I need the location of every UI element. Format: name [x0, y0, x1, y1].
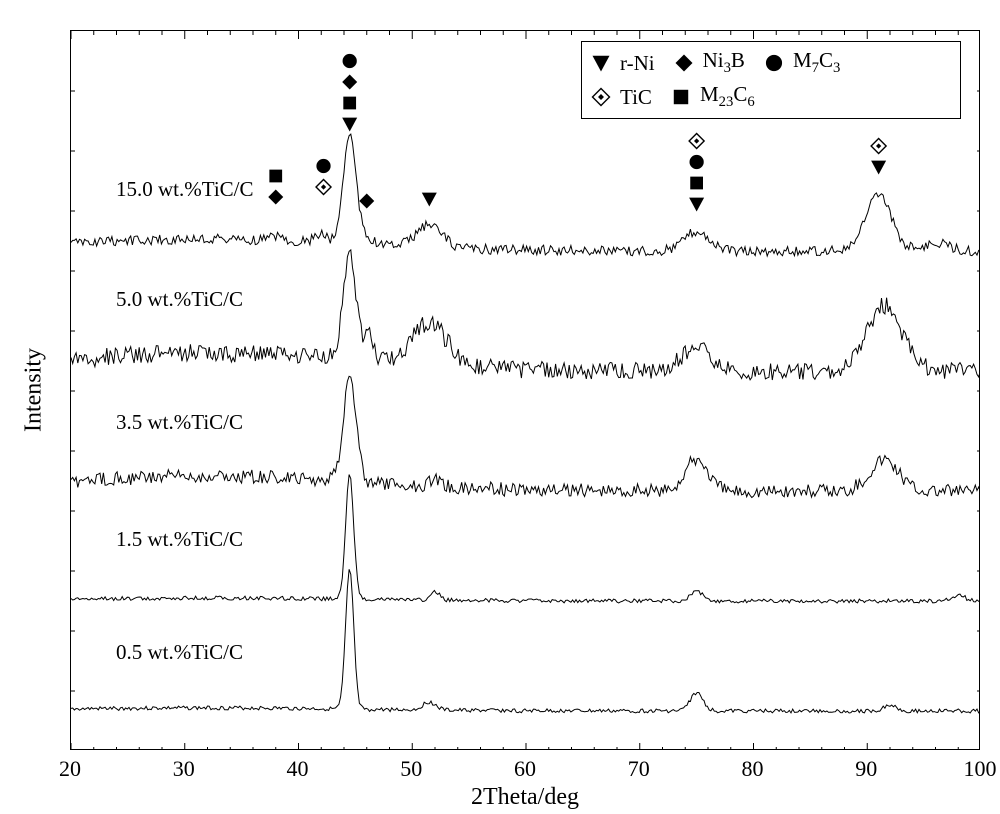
phase-marker — [690, 177, 703, 190]
trace-label: 0.5 wt.%TiC/C — [116, 640, 243, 664]
trace-label: 1.5 wt.%TiC/C — [116, 527, 243, 551]
legend-marker-diamond-outline — [590, 86, 612, 108]
phase-marker — [871, 139, 886, 154]
phase-marker — [316, 159, 330, 173]
xrd-trace — [71, 250, 980, 380]
x-tick-label: 100 — [964, 756, 997, 782]
phase-marker — [343, 97, 356, 110]
plot-area: 15.0 wt.%TiC/C 5.0 wt.%TiC/C 3.5 wt.%TiC/C… — [70, 30, 980, 750]
legend-marker-square-filled — [670, 86, 692, 108]
phase-marker — [269, 170, 282, 183]
x-tick-label: 20 — [59, 756, 81, 782]
legend-row: r-Ni Ni3B M7C3 — [590, 46, 952, 80]
xrd-trace — [71, 376, 980, 497]
x-axis-label: 2Theta/deg — [471, 784, 579, 811]
legend-item: Ni3B — [673, 48, 745, 77]
legend-label: Ni3B — [703, 48, 745, 77]
legend-label: M23C6 — [700, 82, 755, 111]
phase-marker — [343, 54, 357, 68]
phase-marker — [342, 118, 357, 132]
legend-item: TiC — [590, 85, 652, 110]
x-tick-label: 60 — [514, 756, 536, 782]
trace-label: 5.0 wt.%TiC/C — [116, 287, 243, 311]
legend-item: M23C6 — [670, 82, 755, 111]
trace-label: 3.5 wt.%TiC/C — [116, 410, 243, 434]
phase-marker — [689, 134, 704, 149]
trace-label: 15.0 wt.%TiC/C — [116, 177, 254, 201]
x-tick-label: 40 — [287, 756, 309, 782]
legend-label: r-Ni — [620, 51, 655, 76]
phase-marker — [268, 190, 283, 205]
phase-marker — [689, 198, 704, 212]
phase-marker — [316, 180, 331, 195]
y-axis-label: Intensity — [21, 348, 48, 432]
legend-item: r-Ni — [590, 51, 655, 76]
legend-marker-tri-down-filled — [590, 52, 612, 74]
plot-svg: 15.0 wt.%TiC/C 5.0 wt.%TiC/C 3.5 wt.%TiC/C… — [71, 31, 980, 750]
xrd-chart: Intensity 15.0 wt.%TiC/C 5.0 wt.%TiC/C 3.5… — [0, 0, 1000, 814]
x-tick-label: 30 — [173, 756, 195, 782]
legend-marker-diamond-filled — [673, 52, 695, 74]
phase-marker — [871, 161, 886, 175]
x-tick-label: 80 — [742, 756, 764, 782]
phase-legend: r-Ni Ni3B M7C3 TiC M23C6 — [581, 41, 961, 119]
x-tick-label: 50 — [400, 756, 422, 782]
phase-marker — [422, 193, 437, 207]
phase-marker — [359, 194, 374, 209]
legend-label: M7C3 — [793, 48, 840, 77]
legend-marker-circle-filled — [763, 52, 785, 74]
phase-marker — [342, 75, 357, 90]
phase-marker — [690, 155, 704, 169]
x-tick-label: 90 — [855, 756, 877, 782]
legend-item: M7C3 — [763, 48, 840, 77]
x-tick-label: 70 — [628, 756, 650, 782]
legend-label: TiC — [620, 85, 652, 110]
legend-row: TiC M23C6 — [590, 80, 952, 114]
